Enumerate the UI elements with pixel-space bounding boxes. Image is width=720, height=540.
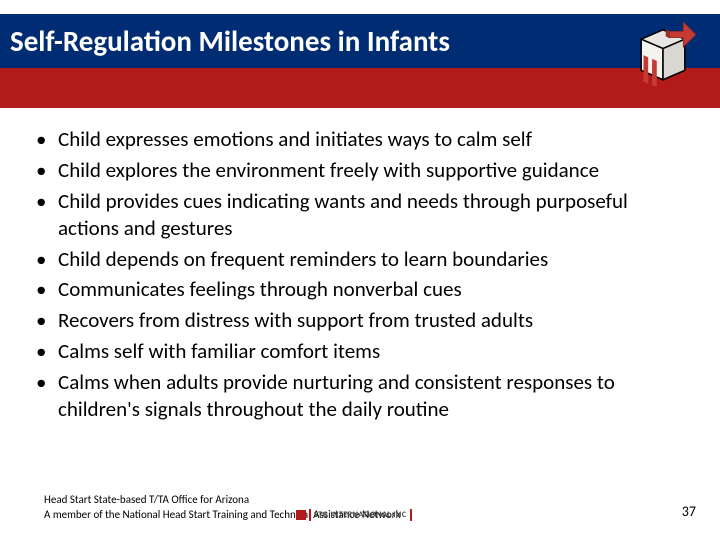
title-bar: Self-Regulation Milestones in Infants xyxy=(0,14,720,68)
footer-line-1: Head Start State-based T/TA Office for A… xyxy=(44,493,700,507)
bullet-list: Child expresses emotions and initiates w… xyxy=(30,126,690,423)
page-number: 37 xyxy=(682,503,696,520)
logo-square-icon xyxy=(296,510,306,520)
list-item: Recovers from distress with support from… xyxy=(30,307,690,334)
list-item: Child provides cues indicating wants and… xyxy=(30,188,690,242)
list-item: Child depends on frequent reminders to l… xyxy=(30,246,690,273)
logo-divider-icon xyxy=(309,509,311,521)
accent-bar xyxy=(0,68,720,108)
slide: Self-Regulation Milestones in Infants Ch… xyxy=(0,0,720,540)
list-item: Communicates feelings through nonverbal … xyxy=(30,276,690,303)
logo-divider-icon xyxy=(410,509,412,521)
logo-text: STG INTERNATIONAL INC xyxy=(314,510,407,520)
footer-logo: STG INTERNATIONAL INC xyxy=(296,508,416,522)
list-item: Calms self with familiar comfort items xyxy=(30,338,690,365)
list-item: Calms when adults provide nurturing and … xyxy=(30,369,690,423)
content-area: Child expresses emotions and initiates w… xyxy=(30,126,690,427)
list-item: Child explores the environment freely wi… xyxy=(30,157,690,184)
building-block-arrow-icon xyxy=(624,8,702,86)
list-item: Child expresses emotions and initiates w… xyxy=(30,126,690,153)
slide-title: Self-Regulation Milestones in Infants xyxy=(10,23,450,59)
